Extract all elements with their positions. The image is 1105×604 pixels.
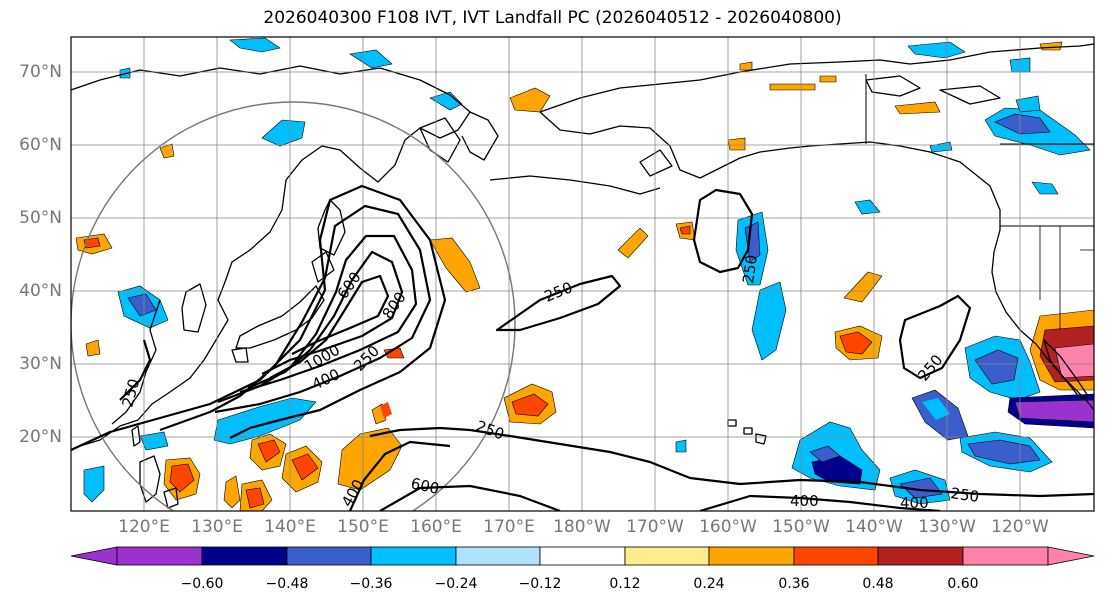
lat-label: 30°N <box>19 354 62 374</box>
colorbar-segment <box>370 546 457 566</box>
lon-label: 140°E <box>264 517 316 537</box>
lon-label: 130°E <box>191 517 243 537</box>
lon-label: 120°W <box>991 517 1049 537</box>
lon-label: 170°W <box>626 517 684 537</box>
colorbar-tick-label: −0.12 <box>518 576 562 592</box>
lat-label: 60°N <box>19 135 62 155</box>
map-area: 250 250 250 250 250 250 250 400 400 400 … <box>71 37 1094 512</box>
colorbar <box>70 546 1095 566</box>
ivt-contours <box>71 184 1094 511</box>
colorbar-extend-right <box>1047 546 1095 566</box>
colorbar-tick-label: 0.24 <box>693 576 725 592</box>
colorbar-tick-label: 0.12 <box>609 576 641 592</box>
lon-label: 160°W <box>699 517 757 537</box>
lon-label: 170°E <box>483 517 535 537</box>
lon-label: 130°W <box>918 517 976 537</box>
lat-label: 70°N <box>19 62 62 82</box>
colorbar-tick-label: −0.36 <box>349 576 393 592</box>
colorbar-segment <box>286 546 372 566</box>
lat-label: 40°N <box>19 281 62 301</box>
coastlines <box>71 43 1094 509</box>
colorbar-tick-label: 0.48 <box>862 576 894 592</box>
lon-label: 140°W <box>845 517 903 537</box>
lat-label: 20°N <box>19 427 62 447</box>
colorbar-tick-label: −0.60 <box>180 576 224 592</box>
colorbar-segment <box>877 546 964 566</box>
colorbar-extend-left <box>70 546 118 566</box>
map-frame <box>70 36 1095 512</box>
colorbar-segment <box>116 546 203 566</box>
contour-label: 600 <box>409 474 441 498</box>
lon-label: 160°E <box>410 517 462 537</box>
colorbar-tick-label: −0.24 <box>434 576 478 592</box>
colorbar-segment <box>455 546 541 566</box>
colorbar-segment <box>708 546 795 566</box>
colorbar-segment <box>793 546 879 566</box>
lon-label: 150°E <box>337 517 389 537</box>
contour-label: 250 <box>949 484 980 506</box>
contour-label: 400 <box>790 492 819 510</box>
figure-title: 2026040300 F108 IVT, IVT Landfall PC (20… <box>263 8 842 28</box>
colorbar-tick-label: 0.36 <box>778 576 810 592</box>
colorbar-tick-label: −0.48 <box>265 576 309 592</box>
lat-label: 50°N <box>19 208 62 228</box>
colorbar-segment <box>539 546 626 566</box>
region-circle <box>71 101 516 511</box>
colorbar-segment <box>962 546 1049 566</box>
lon-label: 120°E <box>118 517 170 537</box>
lon-label: 150°W <box>772 517 830 537</box>
lon-label: 180°W <box>553 517 611 537</box>
colorbar-segment <box>624 546 710 566</box>
contour-label: 400 <box>900 494 929 512</box>
colorbar-segment <box>201 546 288 566</box>
contour-label: 250 <box>739 254 761 285</box>
colorbar-tick-label: 0.60 <box>947 576 979 592</box>
